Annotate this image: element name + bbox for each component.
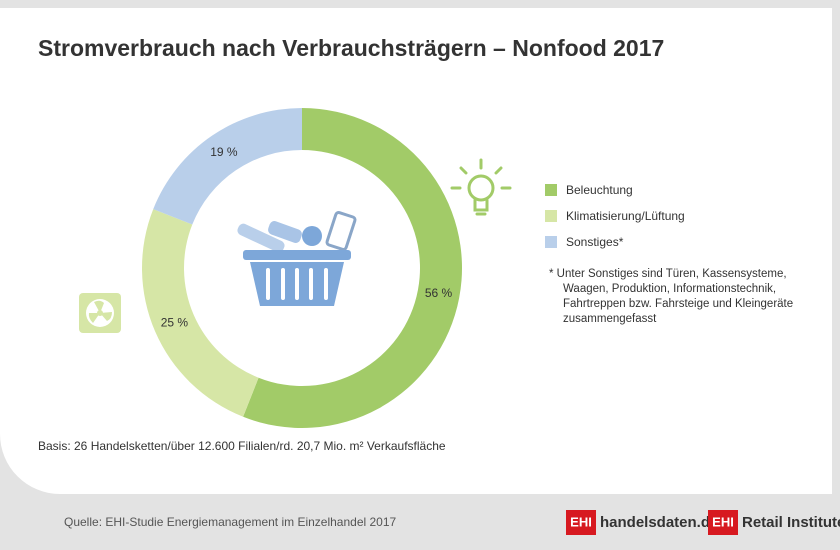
logo-mark: EHI [570, 514, 592, 529]
footnote: * Unter Sonstiges sind Türen, Kassensyst… [549, 268, 787, 280]
source: Quelle: EHI-Studie Energiemanagement im … [64, 515, 397, 529]
donut-segment [243, 108, 462, 428]
logo-text: handelsdaten.de [600, 514, 718, 531]
legend-label: Sonstiges* [566, 235, 624, 249]
fan-icon [79, 293, 121, 333]
donut-segment [141, 209, 259, 417]
logo-box [566, 510, 596, 535]
value-label: 56 % [425, 286, 453, 300]
logo-mark: EHI [712, 514, 734, 529]
footnote: Waagen, Produktion, Informationstechnik, [563, 283, 776, 295]
legend-label: Klimatisierung/Lüftung [566, 209, 685, 223]
basket-icon [237, 211, 357, 306]
legend-swatch [545, 210, 557, 222]
logo-text: Retail Institute® [742, 514, 840, 531]
basis: Basis: 26 Handelsketten/über 12.600 Fili… [38, 439, 446, 453]
bulb-icon [450, 158, 512, 216]
footnote: zusammengefasst [563, 313, 657, 325]
legend-swatch [545, 236, 557, 248]
footnote: Fahrtreppen bzw. Fahrsteige und Kleinger… [563, 298, 793, 310]
chart-title: Stromverbrauch nach Verbrauchsträgern – … [38, 35, 664, 61]
value-label: 19 % [210, 145, 238, 159]
logo-box [708, 510, 738, 535]
legend-swatch [545, 184, 557, 196]
legend-label: Beleuchtung [566, 183, 633, 197]
panel [0, 8, 832, 494]
value-label: 25 % [161, 315, 189, 329]
donut-segment [153, 108, 302, 225]
logos: EHI handelsdaten.de EHI Retail Institute… [566, 510, 840, 535]
